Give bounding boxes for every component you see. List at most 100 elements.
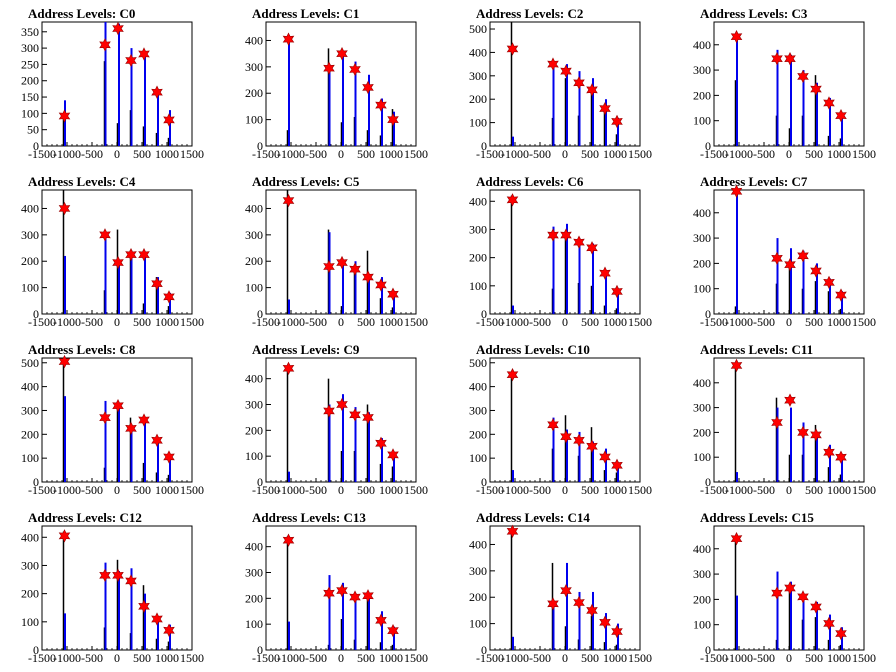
y-tick-label: 100 [245, 281, 263, 295]
x-tick-label: 1500 [404, 483, 428, 497]
x-tick-label: 500 [357, 651, 375, 665]
blue-spike [64, 613, 66, 650]
y-tick-label: 0 [705, 139, 711, 153]
star-marker [810, 82, 822, 96]
x-tick-label: 0 [786, 651, 792, 665]
star-marker [586, 439, 598, 453]
x-tick-label: 0 [338, 315, 344, 329]
black-spike [839, 308, 842, 314]
x-tick-label: -500 [753, 651, 775, 665]
black-spike [366, 595, 369, 650]
y-tick-label: 400 [245, 201, 263, 215]
black-spike [142, 126, 145, 146]
black-spike [379, 135, 382, 146]
blue-spike [381, 438, 383, 482]
x-tick-label: 1500 [180, 483, 204, 497]
x-tick-label: 1500 [180, 315, 204, 329]
star-marker [387, 112, 399, 127]
x-tick-label: 0 [114, 147, 120, 161]
x-tick-label: -1500 [28, 315, 56, 329]
y-tick-label: 200 [245, 86, 263, 100]
panel-title: Address Levels: C8 [28, 342, 136, 357]
x-tick-label: -1000 [53, 651, 81, 665]
y-tick-label: 400 [693, 38, 711, 52]
black-spike [155, 472, 158, 482]
blue-spike [816, 432, 818, 482]
y-tick-label: 100 [469, 279, 487, 293]
star-marker [282, 193, 295, 208]
x-tick-label: 1500 [404, 315, 428, 329]
star-marker [362, 80, 374, 95]
panel-title: Address Levels: C2 [476, 6, 583, 21]
blue-spike [381, 277, 383, 314]
blue-spike [829, 278, 831, 314]
black-spike [615, 308, 618, 314]
y-tick-label: 0 [481, 139, 487, 153]
black-spike [116, 559, 119, 650]
x-tick-label: 1000 [603, 147, 627, 161]
y-tick-label: 200 [21, 587, 39, 601]
y-tick-label: 0 [705, 307, 711, 321]
blue-spike [592, 591, 594, 650]
y-tick-label: 200 [469, 427, 487, 441]
star-marker [163, 290, 175, 304]
star-marker [323, 586, 335, 600]
y-tick-label: 0 [33, 643, 39, 657]
x-tick-label: 0 [114, 483, 120, 497]
blue-spike [617, 462, 619, 482]
y-tick-label: 400 [469, 380, 487, 394]
black-spike [379, 642, 382, 650]
panel-title: Address Levels: C14 [476, 510, 590, 525]
blue-spike [144, 51, 146, 146]
blue-spike [512, 636, 514, 650]
black-spike [62, 190, 65, 314]
star-marker [771, 586, 783, 600]
x-tick-label: 500 [805, 315, 823, 329]
x-tick-label: 0 [562, 315, 568, 329]
blue-spike [169, 458, 171, 482]
blue-spike [617, 117, 619, 146]
x-tick-label: -1000 [277, 651, 305, 665]
blue-spike [368, 74, 370, 146]
x-tick-label: 500 [805, 651, 823, 665]
x-tick-label: -1500 [476, 651, 504, 665]
black-spike [603, 470, 606, 482]
y-tick-label: 100 [245, 113, 263, 127]
x-tick-label: 500 [133, 315, 151, 329]
x-tick-label: 500 [357, 147, 375, 161]
blue-spike [130, 48, 133, 146]
star-marker [323, 259, 335, 274]
x-tick-label: -1500 [252, 483, 280, 497]
blue-spike [104, 562, 107, 650]
blue-spike [816, 82, 818, 146]
black-spike [603, 642, 606, 650]
black-spike [116, 229, 119, 314]
blue-spike [64, 255, 66, 314]
y-tick-label: 0 [481, 643, 487, 657]
blue-spike [776, 49, 779, 147]
blue-spike [118, 261, 120, 314]
y-tick-label: 250 [21, 57, 39, 71]
star-marker [375, 613, 387, 627]
y-tick-label: 500 [469, 356, 487, 370]
black-spike [564, 78, 567, 146]
blue-spike [578, 591, 581, 650]
blue-spike [566, 429, 568, 482]
blue-spike [552, 417, 555, 482]
y-tick-label: 300 [469, 69, 487, 83]
blue-spike [776, 407, 779, 482]
x-tick-label: 500 [805, 147, 823, 161]
star-marker [151, 276, 163, 291]
blue-spike [118, 23, 120, 147]
black-spike [564, 415, 567, 482]
star-marker [125, 53, 137, 68]
black-spike [167, 306, 170, 314]
black-spike [734, 306, 737, 314]
black-spike [340, 122, 343, 146]
panel-c9: Address Levels: C9 0 100 200 300 400 -1500-100… [245, 342, 428, 497]
black-spike [142, 462, 145, 482]
star-marker [810, 600, 822, 614]
x-tick-label: 1000 [603, 483, 627, 497]
panel-title: Address Levels: C6 [476, 174, 584, 189]
star-marker [823, 445, 835, 459]
